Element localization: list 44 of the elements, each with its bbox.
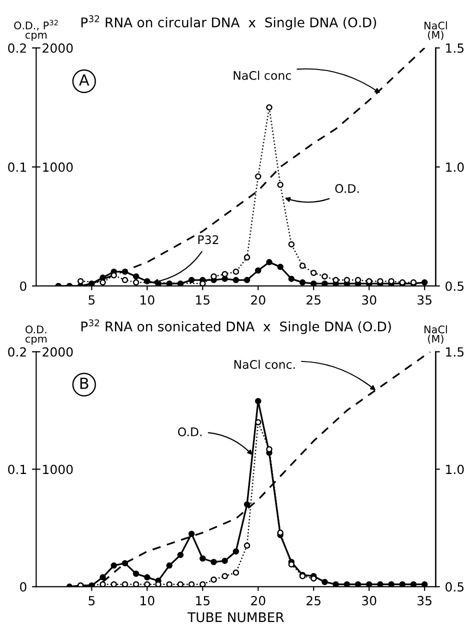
y3-tick-label: 2000	[42, 43, 73, 53]
y2-tick-label: 1.5	[446, 44, 464, 53]
x-tick-label: 25	[306, 596, 320, 606]
x-tick-label: 20	[251, 596, 266, 606]
x-axis-title: TUBE NUMBER	[188, 612, 284, 622]
y2-tick-label: 0.5	[446, 582, 464, 592]
annotation: A	[79, 74, 90, 86]
chart-title: P$^{32}$ RNA on circular DNA x Single DNA (O.D)	[81, 15, 376, 30]
y3-tick-label: 2000	[42, 347, 73, 357]
y2-tick-label: 1.0	[446, 162, 464, 172]
y-tick-label: 0.2	[8, 347, 26, 357]
y-tick-label: 0.1	[8, 464, 26, 474]
annotation: O.D.	[178, 427, 202, 436]
annotation: NaCl conc	[234, 70, 291, 80]
y-tick-label: 0	[20, 582, 26, 592]
x-tick-label: 25	[306, 295, 320, 305]
y-tick-label: 0	[20, 281, 26, 291]
x-tick-label: 35	[418, 596, 432, 606]
y-tick-label: 0.2	[8, 43, 26, 53]
x-tick-label: 15	[196, 295, 210, 305]
y-axis-title: O.D., P$^{32}$ cpm	[14, 20, 58, 41]
x-tick-label: 15	[196, 596, 210, 606]
x-tick-label: 5	[88, 596, 95, 606]
x-tick-label: 10	[140, 295, 154, 305]
y-axis-title: O.D. cpm	[26, 326, 47, 345]
chart-title: P$^{32}$ RNA on sonicated DNA x Single DNA (O.D)	[81, 319, 391, 334]
y3-tick-label: 1000	[43, 162, 73, 172]
y2-tick-label: 1.0	[446, 464, 464, 474]
y2-axis-title: NaCl (M)	[424, 325, 447, 344]
x-tick-label: 20	[251, 295, 266, 305]
x-tick-label: 35	[418, 295, 432, 305]
x-tick-label: 30	[362, 596, 376, 606]
x-tick-label: 30	[362, 295, 376, 305]
annotation: B	[80, 378, 88, 389]
annotation: NaCl conc.	[234, 360, 295, 369]
y2-tick-label: 0.5	[446, 281, 464, 291]
x-tick-label: 5	[88, 295, 95, 305]
y2-axis-title: NaCl (M)	[424, 21, 447, 40]
y2-tick-label: 1.5	[446, 347, 464, 357]
annotation: O.D.	[335, 184, 359, 193]
annotation: P32	[198, 235, 218, 244]
y3-tick-label: 1000	[43, 464, 73, 474]
x-tick-label: 10	[140, 596, 154, 606]
y-tick-label: 0.1	[8, 162, 26, 172]
